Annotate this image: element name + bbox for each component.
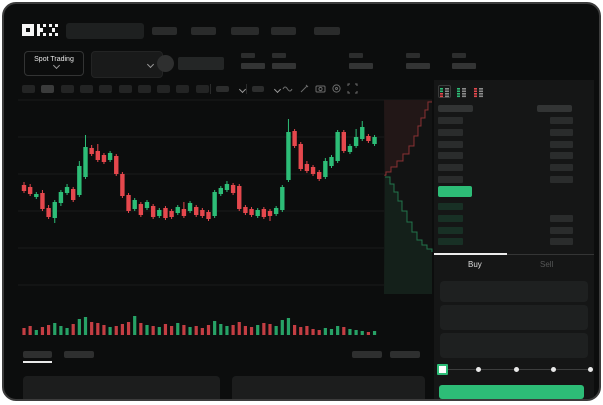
total-input[interactable] bbox=[440, 333, 588, 358]
trading-app-window: Spot Trading bbox=[2, 2, 601, 401]
positions-table-panel bbox=[232, 376, 425, 399]
order-book-row-bar[interactable] bbox=[550, 176, 573, 183]
bottom-right-item[interactable] bbox=[390, 351, 420, 358]
slider-stop-75pct[interactable] bbox=[550, 367, 556, 372]
order-book-row-bar[interactable] bbox=[550, 140, 573, 148]
order-book-row-bar[interactable] bbox=[438, 238, 463, 246]
last-price-skeleton bbox=[178, 57, 224, 70]
order-book-row-bar[interactable] bbox=[438, 203, 463, 210]
timeframe-button[interactable] bbox=[60, 85, 74, 93]
order-book-row-bar[interactable] bbox=[550, 117, 573, 124]
timeframe-button[interactable] bbox=[79, 85, 93, 93]
timeframe-button[interactable] bbox=[99, 85, 113, 93]
order-book-row-bar[interactable] bbox=[438, 128, 463, 136]
order-book-row-bar[interactable] bbox=[438, 140, 463, 148]
tab-buy[interactable]: Buy bbox=[462, 259, 488, 270]
ticker-stat bbox=[241, 52, 271, 74]
orders-table-panel bbox=[23, 376, 220, 399]
indicator-dropdown[interactable] bbox=[216, 86, 229, 92]
timeframe-button[interactable] bbox=[22, 85, 35, 93]
order-book-row-bar[interactable] bbox=[438, 152, 463, 160]
market-type-dropdown[interactable]: Spot Trading bbox=[24, 51, 84, 76]
timeframe-button[interactable] bbox=[137, 85, 151, 93]
view-mode-asks-only-icon[interactable] bbox=[472, 85, 485, 98]
nav-item[interactable] bbox=[314, 27, 340, 35]
gear-icon[interactable] bbox=[331, 83, 342, 94]
history-tab[interactable] bbox=[64, 351, 94, 358]
order-book-row-bar[interactable] bbox=[550, 164, 573, 172]
price-input[interactable] bbox=[440, 281, 588, 302]
order-book-row-bar[interactable] bbox=[550, 238, 573, 246]
view-mode-bids-only-icon[interactable] bbox=[455, 85, 468, 98]
orders-tab[interactable] bbox=[23, 351, 52, 358]
order-book-row-bar[interactable] bbox=[438, 176, 463, 183]
order-book-price-header bbox=[438, 105, 473, 112]
tab-sell[interactable]: Sell bbox=[534, 259, 559, 270]
slider-stop-100pct[interactable] bbox=[588, 367, 593, 372]
pencil-icon[interactable] bbox=[299, 83, 310, 94]
nav-item[interactable] bbox=[152, 27, 177, 35]
order-book-row-bar[interactable] bbox=[438, 214, 463, 222]
order-book-row-bar[interactable] bbox=[550, 226, 573, 234]
timeframe-button[interactable] bbox=[176, 85, 190, 93]
market-type-label: Spot Trading bbox=[34, 55, 74, 63]
fullscreen-icon[interactable] bbox=[347, 83, 358, 94]
order-book-row-bar[interactable] bbox=[438, 164, 463, 172]
candlestick-chart[interactable] bbox=[4, 4, 599, 399]
order-book-last-price-badge[interactable] bbox=[438, 186, 472, 197]
ticker-stat bbox=[452, 52, 482, 74]
timeframe-button[interactable] bbox=[157, 85, 171, 93]
order-book-row-bar[interactable] bbox=[438, 226, 463, 234]
view-mode-combined-book-icon[interactable] bbox=[438, 85, 451, 98]
ticker-stat bbox=[272, 52, 302, 74]
order-book-amount-header bbox=[537, 105, 572, 112]
slider-stop-50pct[interactable] bbox=[513, 367, 519, 372]
orders-tab-underline bbox=[23, 361, 52, 363]
interval-dropdown[interactable] bbox=[252, 86, 264, 92]
nav-item[interactable] bbox=[271, 27, 296, 35]
slider-stop-25pct[interactable] bbox=[476, 367, 482, 372]
camera-icon[interactable] bbox=[315, 83, 326, 94]
order-book-row-bar[interactable] bbox=[438, 117, 463, 124]
bottom-right-item[interactable] bbox=[352, 351, 382, 358]
pair-coin-avatar bbox=[157, 55, 174, 72]
wave-icon[interactable] bbox=[282, 83, 293, 94]
buy-submit-button[interactable] bbox=[439, 385, 584, 399]
timeframe-button[interactable] bbox=[41, 85, 55, 93]
amount-input[interactable] bbox=[440, 305, 588, 330]
nav-item[interactable] bbox=[231, 27, 259, 35]
order-book-row-bar[interactable] bbox=[550, 128, 573, 136]
timeframe-button[interactable] bbox=[118, 85, 132, 93]
okx-logo[interactable] bbox=[22, 22, 62, 38]
amount-slider-handle[interactable] bbox=[437, 364, 448, 375]
ticker-stat bbox=[406, 52, 436, 74]
nav-item[interactable] bbox=[191, 27, 216, 35]
ticker-stat bbox=[349, 52, 379, 74]
timeframe-button[interactable] bbox=[195, 85, 209, 93]
order-book-row-bar[interactable] bbox=[550, 214, 573, 222]
tab-divider bbox=[434, 254, 594, 255]
active-tab-underline bbox=[434, 253, 507, 255]
order-book-row-bar[interactable] bbox=[550, 152, 573, 160]
search-input[interactable] bbox=[66, 23, 144, 39]
